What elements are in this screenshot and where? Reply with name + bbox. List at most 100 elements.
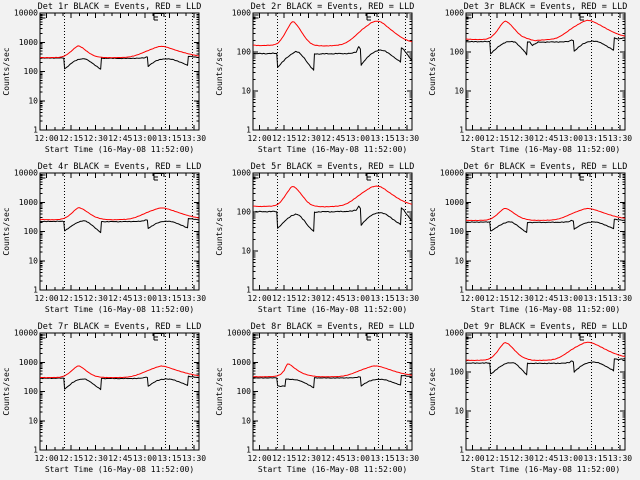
x-tick-label: 12:30 [297,294,321,303]
y-tick-label: 10000 [14,329,38,338]
y-tick-label: 1000 [445,198,464,207]
panel-det-8r: Det 8r BLACK = Events, RED = LLD 12:00 12:… [213,320,426,480]
y-tick-label: 1 [246,286,251,295]
events-series-line [39,55,200,70]
panel-det-4r: Det 4r BLACK = Events, RED = LLD 12:00 12:… [0,160,213,320]
x-tick-label: 13:15 [370,454,394,463]
y-tick-label: 10 [454,87,464,96]
y-tick-label: 100 [450,368,465,377]
flag-mark [253,334,259,339]
y-tick-label: 100 [450,227,465,236]
y-tick-label: 10 [454,407,464,416]
flag-mark [153,333,165,341]
y-axis-label: Counts/sec [2,367,11,415]
x-tick-label: 12:45 [534,134,558,143]
x-tick-label: 13:15 [370,134,394,143]
y-tick-label: 1000 [19,38,38,47]
x-tick-label: 13:30 [395,294,419,303]
x-tick-label: 12:45 [108,454,132,463]
y-tick-label: 1 [33,126,38,135]
flag-mark [579,333,591,341]
y-tick-label: 1 [246,126,251,135]
x-tick-label: 12:45 [108,134,132,143]
x-tick-label: 12:00 [35,294,59,303]
x-axis-label: Start Time (16-May-08 11:52:00) [471,465,620,474]
panel-title: Det 6r BLACK = Events, RED = LLD [464,162,628,172]
x-tick-label: 12:45 [321,294,345,303]
flag-mark [466,14,472,19]
x-tick-label: 13:15 [157,454,181,463]
flag-mark [253,174,259,179]
x-tick-label: 12:15 [272,294,296,303]
x-tick-label: 12:00 [461,134,485,143]
y-axis-label: Counts/sec [428,207,437,255]
lld-series-line [39,207,200,221]
events-series-line [39,375,200,391]
x-tick-label: 13:00 [346,294,370,303]
flag-mark [366,173,378,181]
x-tick-label: 12:15 [59,454,83,463]
x-axis-label: Start Time (16-May-08 11:52:00) [258,145,407,154]
y-axis-label: Counts/sec [428,47,437,95]
x-tick-label: 12:15 [272,454,296,463]
x-tick-label: 13:15 [583,134,607,143]
x-tick-label: 13:30 [395,454,419,463]
x-tick-label: 13:15 [157,294,181,303]
plot-frame [465,12,626,131]
y-tick-label: 1 [459,126,464,135]
flag-mark [466,174,472,179]
y-axis-label: Counts/sec [215,207,224,255]
x-tick-label: 13:00 [559,294,583,303]
y-tick-label: 10 [241,416,251,425]
y-tick-label: 100 [450,48,465,57]
y-tick-label: 10 [28,416,38,425]
x-tick-label: 13:00 [346,134,370,143]
x-tick-label: 12:15 [485,134,509,143]
y-tick-label: 1 [246,446,251,455]
events-series-line [252,205,413,232]
y-tick-label: 10 [28,96,38,105]
plot-frame [39,332,200,451]
x-axis-label: Start Time (16-May-08 11:52:00) [45,305,194,314]
panel-det-3r: Det 3r BLACK = Events, RED = LLD 12:00 12:… [426,0,640,160]
y-tick-label: 100 [24,67,39,76]
y-tick-label: 10 [454,256,464,265]
x-axis-label: Start Time (16-May-08 11:52:00) [471,305,620,314]
x-tick-label: 12:30 [84,294,108,303]
lld-series-line [39,45,200,59]
x-tick-label: 12:15 [59,134,83,143]
flag-mark [253,14,259,19]
y-tick-label: 10 [241,87,251,96]
lld-series-line [39,365,200,379]
x-tick-label: 13:15 [157,134,181,143]
plot-frame [252,332,413,451]
x-tick-label: 13:15 [583,294,607,303]
panel-title: Det 9r BLACK = Events, RED = LLD [464,322,628,332]
panel-title: Det 7r BLACK = Events, RED = LLD [38,322,202,332]
y-tick-label: 1000 [445,329,464,338]
x-tick-label: 13:15 [370,294,394,303]
x-axis-label: Start Time (16-May-08 11:52:00) [471,145,620,154]
y-tick-label: 1000 [232,358,251,367]
lld-series-line [252,363,413,378]
panel-det-2r: Det 2r BLACK = Events, RED = LLD 12:00 12:… [213,0,426,160]
y-axis-label: Counts/sec [2,47,11,95]
x-tick-label: 12:30 [297,134,321,143]
flag-mark [40,14,46,19]
lld-series-line [465,341,626,362]
y-tick-label: 100 [237,48,252,57]
events-series-line [39,218,200,234]
plot-frame [465,332,626,451]
x-tick-label: 12:15 [485,294,509,303]
x-tick-label: 13:30 [395,134,419,143]
flag-mark [153,173,165,181]
panel-title: Det 8r BLACK = Events, RED = LLD [251,322,415,332]
y-tick-label: 1 [33,286,38,295]
x-tick-label: 13:30 [182,134,206,143]
flag-mark [579,173,591,181]
x-tick-label: 13:30 [182,454,206,463]
panel-det-1r: Det 1r BLACK = Events, RED = LLD 12:00 12:… [0,0,213,160]
x-tick-label: 13:00 [133,294,157,303]
